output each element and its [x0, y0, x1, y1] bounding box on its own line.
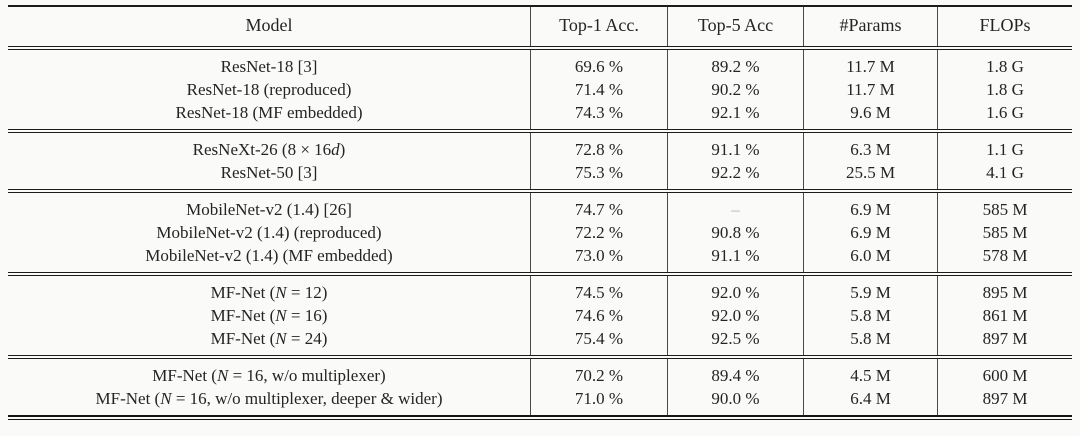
cell-model: ResNet-18 (MF embedded)	[175, 103, 363, 122]
cell-top5: 89.2 %	[667, 50, 803, 78]
cell-flops: 1.1 G	[937, 133, 1072, 161]
cell-top1: 75.4 %	[530, 327, 667, 355]
cell-flops: 578 M	[937, 244, 1072, 272]
cell-top5: 92.2 %	[667, 161, 803, 189]
cell-top1: 72.2 %	[530, 221, 667, 244]
cell-top5: 92.0 %	[667, 276, 803, 304]
cell-params: 5.8 M	[803, 327, 937, 355]
table-group: MobileNet-v2 (1.4) [26] 74.7 % –6.9 M 585 M…	[8, 193, 1072, 272]
cell-params: 5.9 M	[803, 276, 937, 304]
table-body: ResNet-18 [3] 69.6 % 89.2 % 11.7 M 1.8 G ResN…	[8, 50, 1072, 415]
cell-flops: 600 M	[937, 359, 1072, 387]
table-top-rule	[8, 5, 1072, 7]
cell-top5: 89.4 %	[667, 359, 803, 387]
cell-top1: 72.8 %	[530, 133, 667, 161]
cell-top5: 90.8 %	[667, 221, 803, 244]
cell-flops: 1.8 G	[937, 78, 1072, 101]
table-row: ResNet-18 (reproduced) 71.4 % 90.2 % 11.7 M…	[8, 78, 1072, 101]
cell-top1: 74.3 %	[530, 101, 667, 129]
cell-params: 6.9 M	[803, 193, 937, 221]
cell-model: MF-Net (N = 12)	[210, 283, 328, 302]
cell-top5: 91.1 %	[667, 244, 803, 272]
cell-top5: –	[667, 193, 803, 221]
group-separator-rule	[8, 189, 1072, 193]
cell-flops: 861 M	[937, 304, 1072, 327]
cell-top1: 71.4 %	[530, 78, 667, 101]
cell-top1: 73.0 %	[530, 244, 667, 272]
table-row: MF-Net (N = 16, w/o multiplexer, deeper …	[8, 387, 1072, 415]
header-separator-rule	[8, 46, 1072, 50]
cell-flops: 897 M	[937, 387, 1072, 415]
cell-flops: 1.6 G	[937, 101, 1072, 129]
table-row: ResNet-50 [3] 75.3 % 92.2 % 25.5 M 4.1 G	[8, 161, 1072, 189]
cell-model: MobileNet-v2 (1.4) (reproduced)	[156, 223, 382, 242]
cell-params: 6.3 M	[803, 133, 937, 161]
cell-flops: 585 M	[937, 193, 1072, 221]
cell-top1: 69.6 %	[530, 50, 667, 78]
cell-model: MobileNet-v2 (1.4) (MF embedded)	[145, 246, 393, 265]
cell-top1: 74.6 %	[530, 304, 667, 327]
table-row: MF-Net (N = 16) 74.6 % 92.0 % 5.8 M 861 M	[8, 304, 1072, 327]
cell-model: MF-Net (N = 16, w/o multiplexer, deeper …	[95, 389, 443, 408]
cell-params: 6.9 M	[803, 221, 937, 244]
cell-params: 5.8 M	[803, 304, 937, 327]
table-row: ResNeXt-26 (8 × 16d) 72.8 % 91.1 % 6.3 M 1.1…	[8, 133, 1072, 161]
cell-top5: 92.0 %	[667, 304, 803, 327]
cell-model: MF-Net (N = 16)	[210, 306, 328, 325]
table-row: ResNet-18 [3] 69.6 % 89.2 % 11.7 M 1.8 G	[8, 50, 1072, 78]
table-group: ResNet-18 [3] 69.6 % 89.2 % 11.7 M 1.8 G ResN…	[8, 50, 1072, 129]
table-row: MobileNet-v2 (1.4) [26] 74.7 % –6.9 M 585 M	[8, 193, 1072, 221]
cell-params: 6.0 M	[803, 244, 937, 272]
cell-top5: 92.1 %	[667, 101, 803, 129]
table-row: MobileNet-v2 (1.4) (MF embedded) 73.0 % 91…	[8, 244, 1072, 272]
cell-model: MF-Net (N = 24)	[210, 329, 328, 348]
cell-top5: 91.1 %	[667, 133, 803, 161]
cell-top1: 74.5 %	[530, 276, 667, 304]
cell-top5: 90.2 %	[667, 78, 803, 101]
column-header-flops: FLOPs	[937, 7, 1072, 46]
table-group: MF-Net (N = 16, w/o multiplexer) 70.2 % 89…	[8, 359, 1072, 415]
cell-flops: 1.8 G	[937, 50, 1072, 78]
cell-model: MobileNet-v2 (1.4) [26]	[186, 200, 352, 219]
cell-flops: 4.1 G	[937, 161, 1072, 189]
table-group: ResNeXt-26 (8 × 16d) 72.8 % 91.1 % 6.3 M 1.1…	[8, 133, 1072, 189]
cell-params: 9.6 M	[803, 101, 937, 129]
cell-params: 11.7 M	[803, 50, 937, 78]
group-separator-rule	[8, 355, 1072, 359]
table-row: MF-Net (N = 24) 75.4 % 92.5 % 5.8 M 897 M	[8, 327, 1072, 355]
table-row: MF-Net (N = 12) 74.5 % 92.0 % 5.9 M 895 M	[8, 276, 1072, 304]
column-header-top1-acc: Top-1 Acc.	[530, 7, 667, 46]
group-separator-rule	[8, 129, 1072, 133]
table-row: ResNet-18 (MF embedded) 74.3 % 92.1 % 9.6 M…	[8, 101, 1072, 129]
cell-model: ResNet-18 [3]	[220, 57, 318, 76]
cell-params: 25.5 M	[803, 161, 937, 189]
cell-top1: 71.0 %	[530, 387, 667, 415]
cell-top1: 70.2 %	[530, 359, 667, 387]
table-row: MF-Net (N = 16, w/o multiplexer) 70.2 % 89…	[8, 359, 1072, 387]
cell-model: ResNeXt-26 (8 × 16d)	[192, 140, 346, 159]
cell-top1: 75.3 %	[530, 161, 667, 189]
cell-flops: 897 M	[937, 327, 1072, 355]
column-header-params: #Params	[803, 7, 937, 46]
column-header-model: Model	[245, 15, 293, 35]
cell-params: 6.4 M	[803, 387, 937, 415]
cell-flops: 585 M	[937, 221, 1072, 244]
table-bottom-rule	[8, 415, 1072, 420]
cell-model: ResNet-50 [3]	[220, 163, 318, 182]
cell-top5: 92.5 %	[667, 327, 803, 355]
cell-params: 4.5 M	[803, 359, 937, 387]
cell-flops: 895 M	[937, 276, 1072, 304]
table-header-row: Model Top-1 Acc. Top-5 Acc #Params FLOPs	[8, 7, 1072, 46]
cell-top5: 90.0 %	[667, 387, 803, 415]
group-separator-rule	[8, 272, 1072, 276]
cell-top1: 74.7 %	[530, 193, 667, 221]
column-header-top5-acc: Top-5 Acc	[667, 7, 803, 46]
table-group: MF-Net (N = 12) 74.5 % 92.0 % 5.9 M 895 M MF-…	[8, 276, 1072, 355]
cell-model: ResNet-18 (reproduced)	[186, 80, 352, 99]
cell-params: 11.7 M	[803, 78, 937, 101]
table-row: MobileNet-v2 (1.4) (reproduced) 72.2 % 90.…	[8, 221, 1072, 244]
cell-model: MF-Net (N = 16, w/o multiplexer)	[152, 366, 386, 385]
